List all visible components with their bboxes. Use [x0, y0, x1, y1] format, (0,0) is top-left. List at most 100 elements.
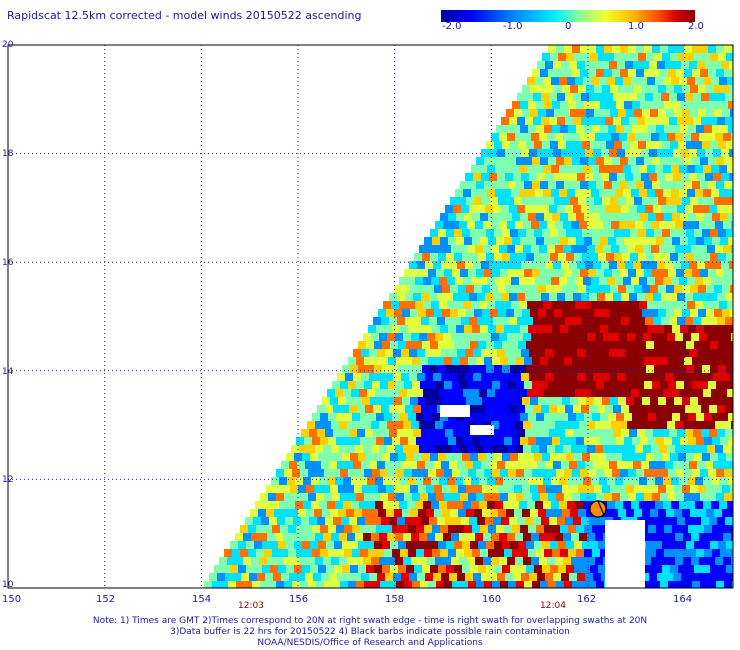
- colorbar: [441, 10, 695, 22]
- swath-pixel: [499, 421, 507, 429]
- swath-pixel: [565, 205, 573, 213]
- swath-pixel: [718, 541, 726, 549]
- swath-pixel: [446, 229, 454, 237]
- swath-pixel: [686, 229, 694, 237]
- swath-pixel: [555, 333, 563, 341]
- swath-pixel: [488, 237, 496, 245]
- swath-pixel: [522, 485, 530, 493]
- swath-pixel: [615, 301, 623, 309]
- swath-pixel: [455, 277, 463, 285]
- swath-pixel: [602, 285, 610, 293]
- swath-pixel: [451, 221, 459, 229]
- swath-pixel: [260, 493, 268, 501]
- swath-pixel: [521, 149, 529, 157]
- swath-pixel: [630, 453, 638, 461]
- swath-pixel: [543, 389, 551, 397]
- swath-pixel: [575, 477, 583, 485]
- swath-pixel: [561, 461, 569, 469]
- swath-pixel: [449, 349, 457, 357]
- swath-pixel: [403, 533, 411, 541]
- swath-pixel: [540, 157, 548, 165]
- swath-pixel: [621, 117, 629, 125]
- swath-pixel: [375, 501, 383, 509]
- swath-pixel: [700, 269, 708, 277]
- swath-pixel: [597, 205, 605, 213]
- swath-pixel: [573, 293, 581, 301]
- swath-pixel: [725, 93, 733, 101]
- swath-pixel: [339, 445, 347, 453]
- swath-pixel: [520, 413, 528, 421]
- swath-pixel: [388, 357, 396, 365]
- swath-pixel: [654, 229, 662, 237]
- swath-pixel: [315, 557, 323, 565]
- swath-pixel: [264, 549, 272, 557]
- swath-pixel: [514, 109, 522, 117]
- swath-pixel: [386, 509, 394, 517]
- swath-pixel: [331, 445, 339, 453]
- swath-pixel: [456, 325, 464, 333]
- swath-pixel: [548, 581, 556, 588]
- swath-pixel: [685, 205, 693, 213]
- swath-pixel: [670, 565, 678, 573]
- swath-pixel: [634, 509, 642, 517]
- swath-pixel: [590, 229, 598, 237]
- swath-pixel: [465, 349, 473, 357]
- swath-pixel: [524, 269, 532, 277]
- swath-pixel: [535, 301, 543, 309]
- swath-pixel: [515, 557, 523, 565]
- swath-pixel: [656, 213, 664, 221]
- swath-pixel: [508, 381, 516, 389]
- swath-pixel: [279, 477, 287, 485]
- swath-pixel: [507, 421, 515, 429]
- swath-pixel: [397, 293, 405, 301]
- swath-pixel: [409, 573, 417, 581]
- swath-pixel: [583, 277, 591, 285]
- swath-pixel: [724, 69, 732, 77]
- swath-pixel: [446, 565, 454, 573]
- swath-pixel: [561, 573, 569, 581]
- swath-pixel: [613, 117, 621, 125]
- swath-pixel: [439, 477, 447, 485]
- swath-pixel: [488, 549, 496, 557]
- swath-pixel: [420, 469, 428, 477]
- swath-pixel: [662, 365, 670, 373]
- swath-pixel: [671, 501, 679, 509]
- swath-pixel: [501, 317, 509, 325]
- swath-pixel: [240, 549, 248, 557]
- swath-pixel: [535, 389, 543, 397]
- swath-pixel: [678, 53, 686, 61]
- swath-pixel: [726, 253, 733, 261]
- swath-pixel: [580, 493, 588, 501]
- swath-pixel: [731, 333, 733, 341]
- swath-pixel: [643, 445, 651, 453]
- swath-pixel: [356, 381, 364, 389]
- swath-pixel: [683, 421, 691, 429]
- swath-pixel: [726, 365, 733, 373]
- swath-pixel: [425, 349, 433, 357]
- swath-pixel: [248, 549, 256, 557]
- swath-pixel: [639, 477, 647, 485]
- swath-pixel: [572, 493, 580, 501]
- swath-pixel: [679, 501, 687, 509]
- swath-pixel: [555, 133, 563, 141]
- swath-pixel: [547, 333, 555, 341]
- lat-label: 10: [2, 580, 14, 590]
- lat-label: 14: [2, 367, 14, 377]
- swath-pixel: [648, 213, 656, 221]
- swath-pixel: [540, 493, 548, 501]
- swath-pixel: [468, 469, 476, 477]
- swath-pixel: [503, 477, 511, 485]
- swath-pixel: [693, 317, 701, 325]
- swath-pixel: [411, 557, 419, 565]
- swath-pixel: [666, 485, 674, 493]
- swath-pixel: [601, 349, 609, 357]
- swath-pixel: [292, 581, 300, 588]
- swath-pixel: [650, 485, 658, 493]
- swath-pixel: [728, 413, 733, 421]
- swath-pixel: [646, 53, 654, 61]
- swath-pixel: [719, 165, 727, 173]
- swath-pixel: [466, 285, 474, 293]
- swath-pixel: [474, 285, 482, 293]
- swath-pixel: [701, 405, 709, 413]
- swath-pixel: [296, 437, 304, 445]
